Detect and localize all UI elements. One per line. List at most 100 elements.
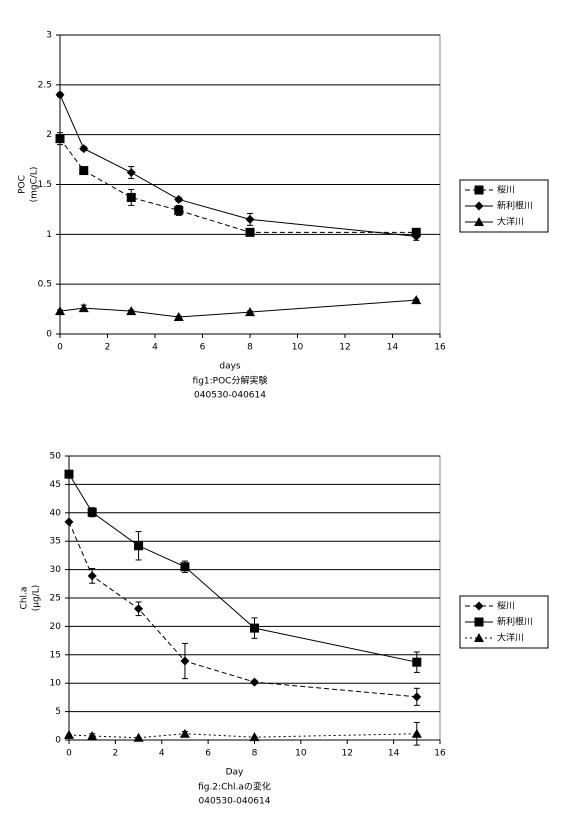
data-point: [87, 571, 97, 581]
data-point: [78, 303, 89, 313]
y-tick-label: 10: [50, 679, 62, 689]
data-point: [64, 729, 74, 739]
series-line: [59, 94, 417, 237]
x-axis-label: days: [219, 362, 241, 372]
y-tick-label: 15: [50, 650, 61, 660]
y-tick-label: 50: [50, 452, 62, 462]
data-point: [79, 144, 89, 154]
data-point: [174, 205, 184, 215]
caption: 040530-040614: [199, 797, 271, 807]
data-point: [412, 692, 422, 702]
data-point: [411, 231, 421, 241]
data-point: [134, 541, 144, 551]
data-point: [411, 728, 422, 738]
y-tick-label: 1: [46, 230, 52, 240]
legend-label: 大洋川: [497, 632, 524, 644]
y-tick-label: 0: [55, 736, 61, 746]
caption: fig.2:Chl.aの変化: [198, 781, 271, 793]
series-line: [59, 299, 417, 318]
y-tick-label: 25: [50, 594, 61, 604]
data-point: [250, 677, 259, 687]
series-line: [68, 473, 417, 663]
y-tick-label: 45: [50, 480, 61, 490]
y-tick-label: 5: [55, 707, 61, 717]
data-point: [87, 507, 97, 517]
x-tick-label: 2: [113, 749, 119, 759]
y-tick-label: 35: [50, 537, 61, 547]
x-axis-label: Day: [226, 768, 244, 778]
y-axis-label: Chl.a: [20, 587, 30, 610]
data-point: [55, 134, 65, 144]
legend-label: 桜川: [497, 184, 515, 196]
y-tick-label: 20: [50, 622, 62, 632]
y-tick-label: 40: [50, 508, 62, 518]
data-point: [412, 657, 422, 667]
caption: fig1:POC分解実験: [193, 375, 268, 387]
x-tick-label: 14: [387, 343, 399, 353]
y-tick-label: 0.5: [38, 280, 52, 290]
data-point: [179, 728, 190, 738]
data-point: [55, 306, 65, 316]
x-tick-label: 16: [434, 343, 446, 353]
data-point: [64, 469, 74, 479]
x-tick-label: 6: [205, 749, 211, 759]
series-line: [68, 733, 417, 739]
legend-marker: [474, 201, 484, 211]
series-line: [59, 138, 417, 233]
y-tick-label: 30: [50, 565, 62, 575]
x-tick-label: 10: [295, 749, 307, 759]
y-tick-label: 0: [46, 330, 52, 340]
x-tick-label: 8: [252, 749, 258, 759]
data-point: [245, 227, 255, 237]
legend-label: 新利根川: [497, 616, 533, 628]
x-tick-label: 2: [105, 343, 111, 353]
data-point: [126, 168, 136, 178]
y-tick-label: 1.5: [38, 180, 52, 190]
x-tick-label: 0: [66, 749, 72, 759]
data-point: [180, 656, 190, 666]
x-tick-label: 8: [247, 343, 253, 353]
x-tick-label: 12: [339, 343, 350, 353]
data-point: [126, 192, 136, 202]
series-line: [68, 521, 417, 698]
x-tick-label: 4: [152, 343, 158, 353]
data-point: [180, 562, 190, 572]
y-axis-label: POC: [18, 175, 28, 194]
x-tick-label: 16: [434, 749, 446, 759]
legend-label: 大洋川: [497, 216, 524, 228]
data-point: [133, 732, 144, 742]
legend-label: 新利根川: [497, 200, 533, 212]
legend-marker: [474, 633, 484, 642]
legend-marker: [474, 217, 484, 226]
caption: 040530-040614: [194, 391, 266, 401]
data-point: [134, 604, 144, 614]
x-tick-label: 14: [388, 749, 400, 759]
legend-marker: [474, 601, 484, 611]
y-tick-label: 2: [46, 130, 52, 140]
data-point: [174, 194, 184, 204]
y-tick-label: 3: [46, 31, 52, 41]
data-point: [173, 312, 184, 322]
y-axis-label: (μg/L): [32, 585, 42, 612]
data-point: [245, 307, 255, 317]
data-point: [87, 731, 98, 741]
data-point: [245, 214, 255, 224]
legend-marker: [474, 185, 484, 195]
legend-marker: [474, 617, 484, 627]
x-tick-label: 12: [342, 749, 353, 759]
data-point: [64, 517, 74, 527]
x-tick-label: 4: [159, 749, 165, 759]
data-point: [250, 623, 259, 633]
data-point: [411, 295, 422, 305]
y-tick-label: 2.5: [38, 80, 52, 90]
legend-label: 桜川: [497, 600, 515, 612]
x-tick-label: 0: [57, 343, 63, 353]
data-point: [126, 306, 137, 316]
data-point: [55, 90, 65, 100]
data-point: [249, 732, 260, 742]
data-point: [79, 166, 89, 176]
y-axis-label: (mgC/L): [30, 167, 40, 203]
x-tick-label: 6: [200, 343, 206, 353]
x-tick-label: 10: [292, 343, 304, 353]
